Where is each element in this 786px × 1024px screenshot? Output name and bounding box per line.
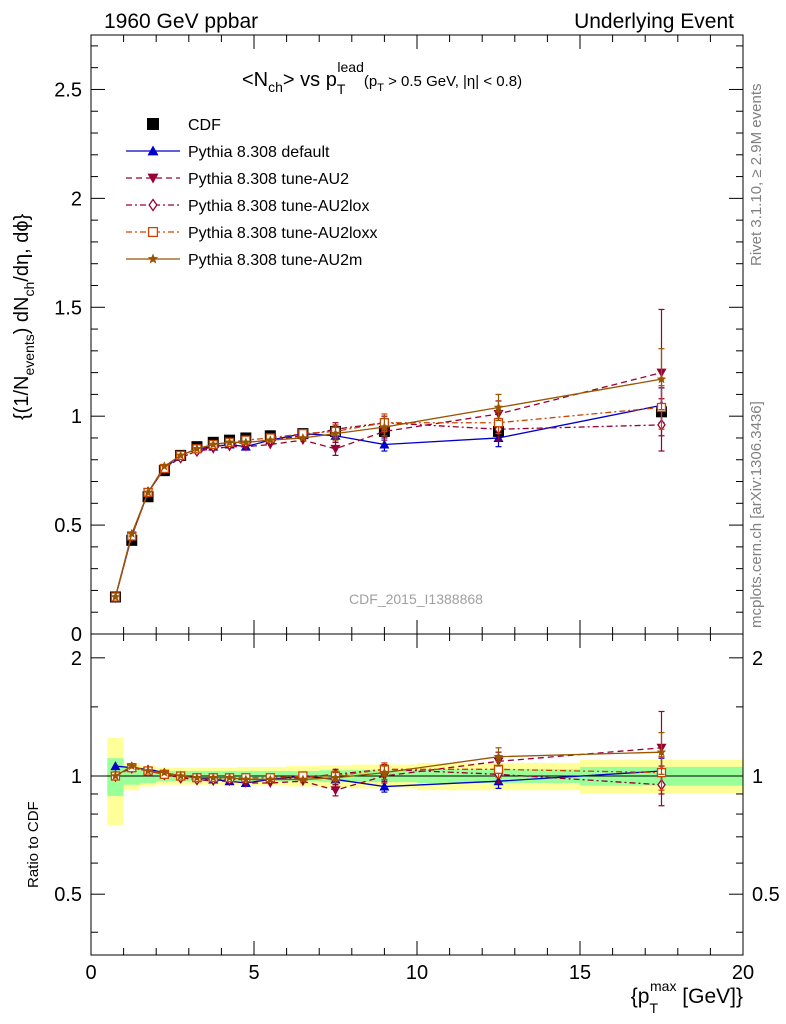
main-y-tick-label: 0 bbox=[71, 624, 82, 646]
legend-label: Pythia 8.308 tune-AU2 bbox=[188, 171, 349, 188]
ratio-point bbox=[493, 751, 504, 761]
main-point bbox=[175, 450, 186, 460]
main-point bbox=[379, 422, 390, 432]
main-series bbox=[109, 308, 667, 604]
main-y-tick-label: 1 bbox=[71, 406, 82, 428]
ratio-point bbox=[265, 774, 276, 784]
main-point bbox=[143, 487, 153, 497]
ratio-frame bbox=[90, 633, 744, 956]
mcplots-label: mcplots.cern.ch [arXiv:1306.3436] bbox=[748, 401, 765, 628]
main-point bbox=[265, 435, 276, 445]
header-right: Underlying Event bbox=[574, 10, 734, 33]
main-point bbox=[159, 461, 170, 471]
main-y-tick-label: 2 bbox=[71, 188, 82, 210]
title-nch: <Nch> vs pTlead(pT > 0.5 GeV, |η| < 0.8) bbox=[242, 59, 522, 97]
legend: CDF Pythia 8.308 default Pythia 8.308 tune… bbox=[126, 117, 377, 269]
ratio-point bbox=[143, 765, 153, 776]
ratio-point bbox=[110, 761, 121, 771]
legend-label: Pythia 8.308 tune-AU2lox bbox=[188, 198, 369, 215]
watermark: CDF_2015_I1388868 bbox=[349, 591, 483, 607]
legend-label: Pythia 8.308 default bbox=[188, 144, 330, 161]
ratio-point bbox=[208, 772, 219, 782]
legend-marker bbox=[147, 173, 159, 184]
main-point bbox=[126, 528, 137, 538]
ratio-series-4 bbox=[110, 731, 667, 784]
legend-marker bbox=[148, 198, 158, 212]
x-tick-label: 15 bbox=[569, 962, 591, 984]
ratio-point bbox=[110, 771, 121, 781]
main-y-tick-label: 0.5 bbox=[54, 515, 82, 537]
ratio-point bbox=[192, 772, 202, 782]
main-series-5 bbox=[110, 348, 667, 602]
main-y-tick-label: 2.5 bbox=[54, 79, 82, 101]
main-y-tick-label: 1.5 bbox=[54, 297, 82, 319]
ratio-y-tick-label-right: 1 bbox=[752, 766, 763, 788]
main-point bbox=[330, 444, 341, 454]
main-point bbox=[224, 437, 235, 447]
legend-label: CDF bbox=[188, 117, 221, 134]
header-left: 1960 GeV ppbar bbox=[104, 10, 258, 33]
main-point bbox=[379, 439, 390, 449]
ratio-point bbox=[175, 771, 186, 781]
axes: 0 5 10 15 20 0 0.5 1 1.5 2 2.5 0.5 0.5 1 1 2 2 bbox=[54, 34, 780, 984]
legend-label: Pythia 8.308 tune-AU2m bbox=[188, 252, 362, 269]
main-series-2 bbox=[110, 308, 667, 602]
legend-label: Pythia 8.308 tune-AU2loxx bbox=[188, 225, 377, 242]
ratio-point bbox=[330, 772, 341, 782]
main-series-4 bbox=[110, 385, 667, 602]
main-series-line bbox=[114, 378, 662, 598]
main-point bbox=[110, 591, 121, 602]
ratio-point bbox=[159, 767, 170, 777]
main-point bbox=[298, 432, 308, 443]
main-point bbox=[330, 428, 341, 438]
legend-item-3: Pythia 8.308 tune-AU2lox bbox=[126, 198, 369, 215]
ratio-point bbox=[379, 767, 390, 777]
legend-item-0: CDF bbox=[147, 117, 221, 134]
legend-marker bbox=[147, 118, 159, 130]
rivet-label: Rivet 3.1.10, ≥ 2.9M events bbox=[748, 84, 765, 267]
main-point bbox=[241, 437, 251, 447]
x-tick-label: 10 bbox=[406, 962, 428, 984]
x-axis-label-text: {pTmax [GeV]} bbox=[631, 978, 743, 1016]
x-axis-label: {pTmax [GeV]} bbox=[631, 978, 743, 1016]
legend-marker bbox=[147, 145, 159, 156]
main-point bbox=[192, 443, 202, 453]
legend-item-2: Pythia 8.308 tune-AU2 bbox=[126, 171, 349, 188]
ratio-y-label: Ratio to CDF bbox=[25, 801, 42, 888]
ratio-y-tick-label: 2 bbox=[71, 648, 82, 670]
main-series-0 bbox=[109, 406, 667, 603]
legend-item-5: Pythia 8.308 tune-AU2m bbox=[126, 252, 362, 269]
ratio-y-tick-label-right: 2 bbox=[752, 648, 763, 670]
ratio-y-tick-label: 0.5 bbox=[54, 884, 82, 906]
ratio-point bbox=[330, 786, 341, 796]
ratio-point bbox=[241, 774, 251, 784]
ratio-y-tick-label: 1 bbox=[71, 766, 82, 788]
main-y-label: {(1/Nevents) dNch/dη, dϕ} bbox=[11, 213, 37, 420]
main-point bbox=[208, 439, 219, 449]
ratio-series bbox=[110, 710, 667, 807]
ratio-point bbox=[224, 772, 235, 782]
main-point bbox=[493, 402, 504, 412]
ratio-point bbox=[126, 761, 137, 771]
x-tick-label: 5 bbox=[248, 962, 259, 984]
x-tick-label: 0 bbox=[85, 962, 96, 984]
ratio-point bbox=[656, 747, 667, 757]
ratio-uncertainty-bands bbox=[107, 737, 743, 826]
legend-item-4: Pythia 8.308 tune-AU2loxx bbox=[126, 225, 377, 242]
main-y-label-text: {(1/Nevents) dNch/dη, dϕ} bbox=[11, 213, 37, 420]
ratio-y-tick-label-right: 0.5 bbox=[752, 884, 780, 906]
main-point bbox=[656, 374, 667, 384]
legend-item-1: Pythia 8.308 default bbox=[126, 144, 330, 161]
legend-marker bbox=[147, 253, 159, 264]
main-series-line bbox=[114, 371, 662, 598]
ratio-point bbox=[379, 781, 390, 791]
ratio-point bbox=[298, 774, 308, 784]
main-title: <Nch> vs pTlead(pT > 0.5 GeV, |η| < 0.8) bbox=[242, 59, 522, 97]
legend-marker bbox=[147, 226, 159, 238]
x-tick-label: 20 bbox=[732, 962, 754, 984]
